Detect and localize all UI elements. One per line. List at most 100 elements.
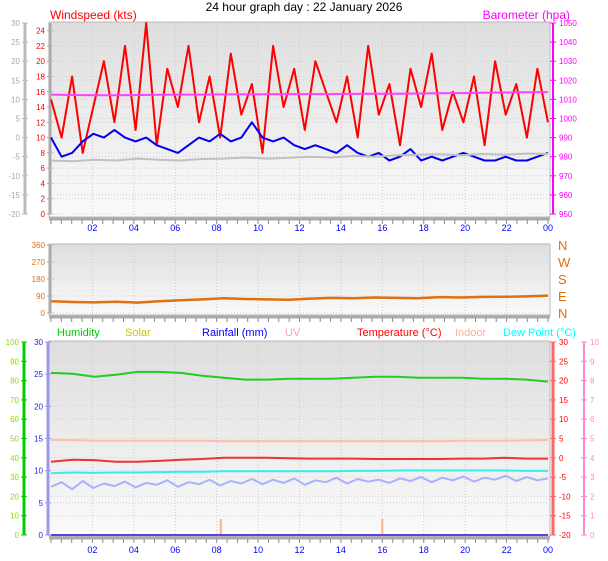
baro-axis-tick-label: 960: [559, 191, 573, 200]
legend-rainfall-mm: Rainfall (mm): [202, 327, 268, 339]
barometer-line: [50, 91, 549, 97]
rain-axis-tick-label: 20: [34, 402, 43, 411]
direction-axis-tick-label: 270: [32, 258, 46, 267]
temp-x-tick-label: 12: [294, 545, 304, 555]
outer-axis-tick-label: 25: [11, 38, 20, 47]
compass-label-n: N: [558, 238, 567, 253]
baro-axis-tick-label: 1020: [559, 76, 577, 85]
temp-x-tick-label: 06: [170, 545, 180, 555]
temp-axis-tick-label: -20: [559, 531, 571, 540]
wind-x-tick-label: 10: [253, 223, 263, 233]
temp-x-tick-label: 08: [212, 545, 222, 555]
wind-x-tick-label: 22: [502, 223, 512, 233]
temp-x-tick-label: 14: [336, 545, 346, 555]
direction-axis-tick-label: 0: [41, 309, 46, 318]
baro-axis-tick-label: 1010: [559, 95, 577, 104]
wind-axis-tick-label: 12: [36, 118, 45, 127]
compass-label-n: N: [558, 306, 567, 321]
wind-axis-tick-label: 24: [36, 27, 45, 36]
windspeed-label: Windspeed (kts): [50, 8, 137, 22]
wind-x-tick-label: 14: [336, 223, 346, 233]
temp-x-tick-label: 18: [419, 545, 429, 555]
humidity-axis-tick-label: 50: [10, 435, 19, 444]
temp-x-tick-label: 00: [543, 545, 553, 555]
outer-axis-tick-label: -15: [8, 191, 20, 200]
outer-axis-tick-label: 30: [11, 19, 20, 28]
uv-axis-tick-label: 1: [590, 512, 595, 521]
lavender-series-line: [50, 474, 549, 491]
compass-label-w: W: [558, 255, 571, 270]
uv-axis-tick-label: 10: [590, 338, 599, 347]
temp-axis-tick-label: 10: [559, 415, 568, 424]
direction-axis-tick-label: 180: [32, 275, 46, 284]
humidity-axis-tick-label: 20: [10, 492, 19, 501]
baro-axis-tick-label: 1030: [559, 57, 577, 66]
wind-axis-tick-label: 8: [41, 149, 46, 158]
uv-axis-tick-label: 3: [590, 473, 595, 482]
rain-axis-tick-label: 0: [39, 531, 44, 540]
legend-solar: Solar: [125, 327, 151, 339]
uv-axis-tick-label: 0: [590, 531, 595, 540]
uv-axis-tick-label: 6: [590, 415, 595, 424]
wind-axis-tick-label: 22: [36, 42, 45, 51]
humidity-axis-tick-label: 30: [10, 473, 19, 482]
wind-gust-line: [50, 22, 549, 154]
baro-axis-tick-label: 950: [559, 210, 573, 219]
temp-x-tick-label: 04: [129, 545, 139, 555]
baro-axis-tick-label: 970: [559, 172, 573, 181]
rain-axis-tick-label: 25: [34, 370, 43, 379]
baro-axis-tick-label: 1040: [559, 38, 577, 47]
baro-axis-tick-label: 990: [559, 134, 573, 143]
grey-series-line: [50, 152, 549, 163]
humidity-axis-tick-label: 100: [6, 338, 20, 347]
outer-axis-tick-label: 0: [16, 134, 21, 143]
wind-axis-tick-label: 14: [36, 103, 45, 112]
wind-x-tick-label: 08: [212, 223, 222, 233]
wind-x-tick-label: 04: [129, 223, 139, 233]
humidity-axis-tick-label: 40: [10, 454, 19, 463]
baro-axis-tick-label: 1050: [559, 19, 577, 28]
legend-uv: UV: [285, 327, 301, 339]
legend-temperature-c: Temperature (°C): [357, 327, 442, 339]
humidity-axis-tick-label: 10: [10, 512, 19, 521]
wind-axis-tick-label: 16: [36, 88, 45, 97]
temp-axis-tick-label: -10: [559, 492, 571, 501]
humidity-axis-tick-label: 90: [10, 357, 19, 366]
wind-axis-tick-label: 4: [41, 179, 46, 188]
wind-x-tick-label: 16: [377, 223, 387, 233]
legend-dew-point-c: Dew Point (°C): [503, 327, 576, 339]
uv-axis-tick-label: 9: [590, 357, 595, 366]
temp-axis-tick-label: 20: [559, 377, 568, 386]
temp-axis-tick-label: 25: [559, 357, 568, 366]
baro-axis-tick-label: 1000: [559, 115, 577, 124]
temperature-line: [50, 456, 548, 463]
uv-axis-tick-label: 8: [590, 377, 595, 386]
wind-direction-line: [50, 294, 549, 304]
legend-humidity: Humidity: [57, 327, 100, 339]
graph-title: 24 hour graph day : 22 January 2026: [205, 0, 403, 14]
direction-axis-tick-label: 360: [32, 241, 46, 250]
humidity-axis-tick-label: 0: [15, 531, 20, 540]
indoor-line: [51, 439, 549, 443]
wind-axis-tick-label: 20: [36, 57, 45, 66]
outer-axis-tick-label: -20: [8, 210, 20, 219]
humidity-axis-tick-label: 80: [10, 377, 19, 386]
dew-point-line: [50, 469, 548, 475]
wind-axis-tick-label: 0: [41, 210, 46, 219]
uv-axis-tick-label: 7: [590, 396, 595, 405]
outer-axis-tick-label: 20: [11, 57, 20, 66]
barometer-label: Barometer (hpa): [482, 8, 570, 22]
wind-x-tick-label: 18: [419, 223, 429, 233]
rain-axis-tick-label: 15: [34, 435, 43, 444]
temp-axis-tick-label: -15: [559, 512, 571, 521]
uv-axis-tick-label: 5: [590, 435, 595, 444]
temp-axis-tick-label: 0: [559, 454, 564, 463]
wind-axis-tick-label: 18: [36, 72, 45, 81]
rain-axis-tick-label: 10: [34, 467, 43, 476]
temp-x-tick-label: 10: [253, 545, 263, 555]
outer-axis-tick-label: 15: [11, 76, 20, 85]
wind-axis-tick-label: 2: [41, 195, 46, 204]
wind-x-tick-label: 02: [87, 223, 97, 233]
